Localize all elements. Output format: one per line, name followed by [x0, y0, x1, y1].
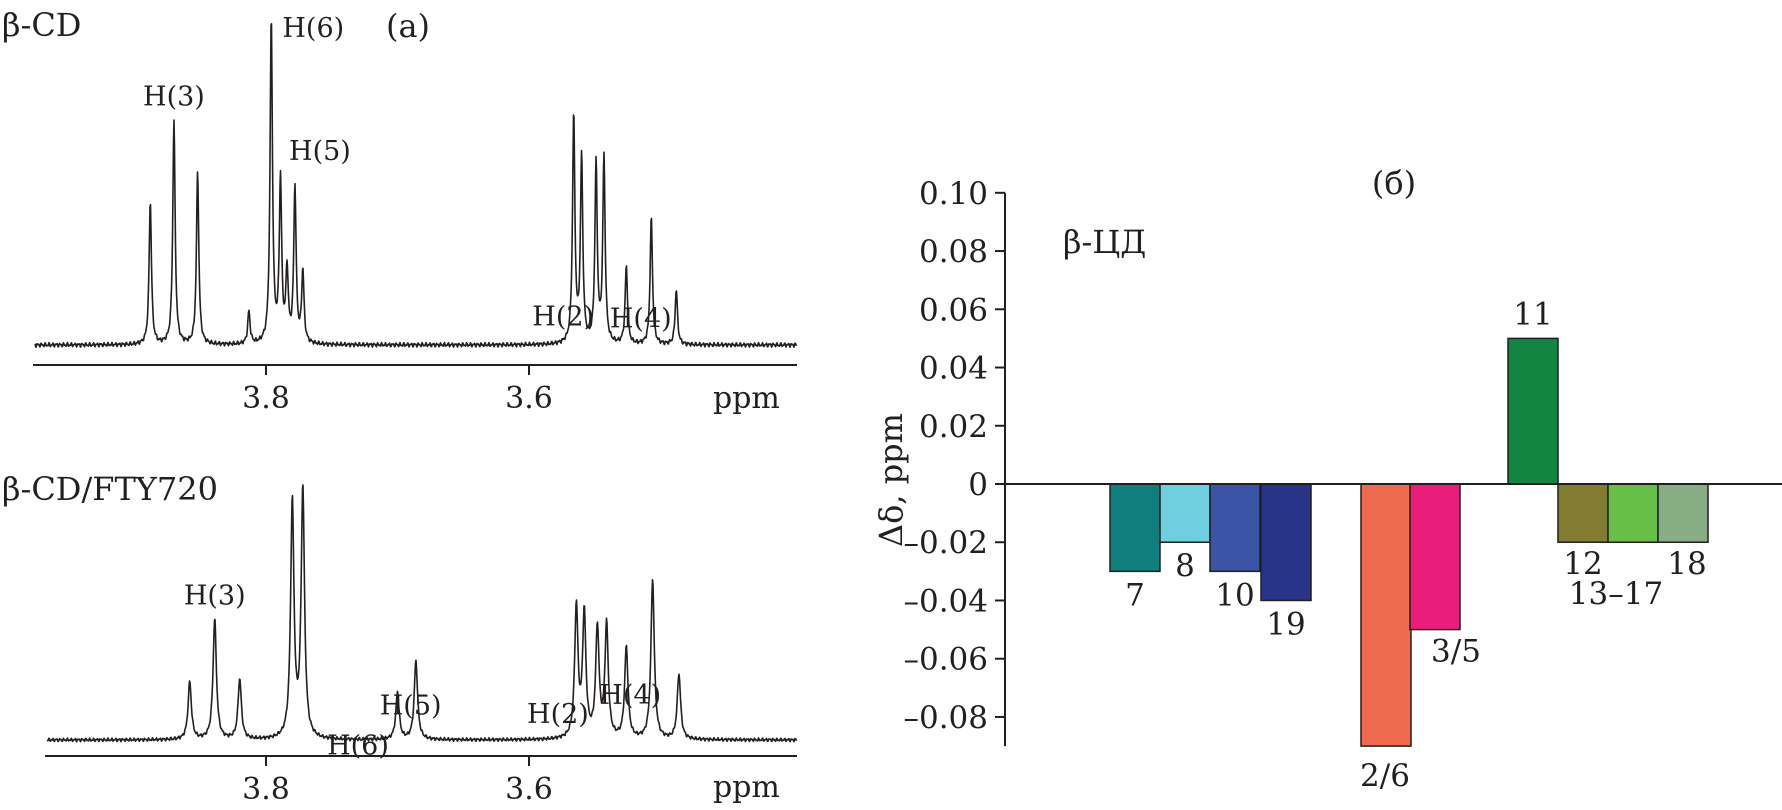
- y-tick-label: 0.02: [919, 409, 988, 445]
- peak-label: H(5): [380, 691, 442, 722]
- y-tick-label: –0.04: [903, 583, 988, 619]
- spectrum-bottom-peak-labels: H(3) H(6) H(5) H(2) H(4): [184, 580, 661, 761]
- bar-label: 12: [1563, 546, 1602, 582]
- y-tick-label: 0.10: [919, 176, 988, 212]
- y-tick-label: 0: [968, 467, 988, 503]
- bar-label: 18: [1667, 546, 1706, 582]
- panel-b: (б) β-ЦД Δδ, ppm 0.10 0.08 0.06 0.04 0.02 0 –0…: [872, 164, 1782, 794]
- peak-label: H(4): [610, 303, 672, 334]
- bar-label: 2/6: [1360, 758, 1410, 794]
- spectrum-bottom-line: [46, 484, 798, 743]
- bar-3-5: [1409, 483, 1461, 631]
- spectrum-bottom-ticks: 3.8 3.6: [242, 756, 553, 807]
- x-tick-label: 3.8: [242, 772, 290, 807]
- spectrum-bottom: β-CD/FTY720 3.8 3.6 ppm H(3)H(6)H(5) H(2)H…: [2, 470, 798, 807]
- bar-label: 8: [1175, 548, 1195, 584]
- peak-label: H(2): [532, 301, 594, 332]
- y-axis: 0.10 0.08 0.06 0.04 0.02 0 –0.02 –0.04 –0.06 –0.0…: [903, 176, 1006, 747]
- spectrum-top: β-CD 3.8 3.6 ppm H(3) H(6) H(5) H(2) H(4): [2, 6, 798, 416]
- y-tick-label: 0.06: [919, 292, 988, 328]
- x-tick-label: 3.6: [505, 381, 553, 416]
- peak-label: H(5): [289, 136, 351, 167]
- peak-label: H(4): [599, 680, 661, 711]
- x-tick-label: 3.8: [242, 381, 290, 416]
- spectrum-top-peak-labels: H(3) H(6) H(5) H(2) H(4): [143, 13, 672, 335]
- panel-a: (a) β-CD 3.8 3.6 ppm H(3) H(6) H(5) H(2) H(4)…: [2, 6, 798, 807]
- panel-a-label: (a): [386, 7, 430, 45]
- bar-10: [1209, 483, 1261, 573]
- bar-11: [1507, 337, 1559, 485]
- bar-19: [1260, 483, 1312, 602]
- peak-label: H(6): [282, 13, 344, 44]
- spectrum-bottom-title: β-CD/FTY720: [2, 470, 218, 508]
- panel-b-label: (б): [1372, 164, 1416, 202]
- bar-label: 13–17: [1569, 576, 1663, 612]
- bar-7: [1109, 483, 1161, 573]
- bars: [1109, 337, 1709, 747]
- bar-18: [1657, 483, 1709, 543]
- y-tick-label: –0.08: [903, 700, 988, 736]
- y-tick-label: –0.02: [903, 525, 988, 561]
- bar-12: [1557, 483, 1609, 543]
- spectrum-top-ticks: 3.8 3.6: [242, 365, 553, 416]
- peak-label: H(2): [527, 699, 589, 730]
- bar-8: [1159, 483, 1211, 543]
- spectrum-top-xlabel: ppm: [713, 381, 780, 416]
- bar-2-6: [1360, 483, 1412, 747]
- peak-label: H(3): [184, 580, 246, 611]
- peak-label: H(3): [143, 81, 205, 112]
- spectrum-top-line: [34, 23, 798, 348]
- y-tick-label: –0.06: [903, 642, 988, 678]
- bar-label: 10: [1215, 577, 1254, 613]
- x-tick-label: 3.6: [505, 772, 553, 807]
- bar-13-17: [1607, 483, 1659, 543]
- bar-label: 7: [1125, 577, 1145, 613]
- y-tick-label: 0.04: [919, 351, 988, 387]
- panel-b-ylabel: Δδ, ppm: [872, 413, 910, 547]
- bar-label: 3/5: [1431, 634, 1481, 670]
- bar-label: 19: [1266, 606, 1305, 642]
- y-tick-label: 0.08: [919, 234, 988, 270]
- bar-label: 11: [1513, 296, 1552, 332]
- panel-b-legend-label: β-ЦД: [1063, 223, 1146, 261]
- spectrum-bottom-xlabel: ppm: [713, 770, 780, 805]
- spectrum-top-title: β-CD: [2, 6, 81, 44]
- peak-label: H(6): [327, 731, 389, 762]
